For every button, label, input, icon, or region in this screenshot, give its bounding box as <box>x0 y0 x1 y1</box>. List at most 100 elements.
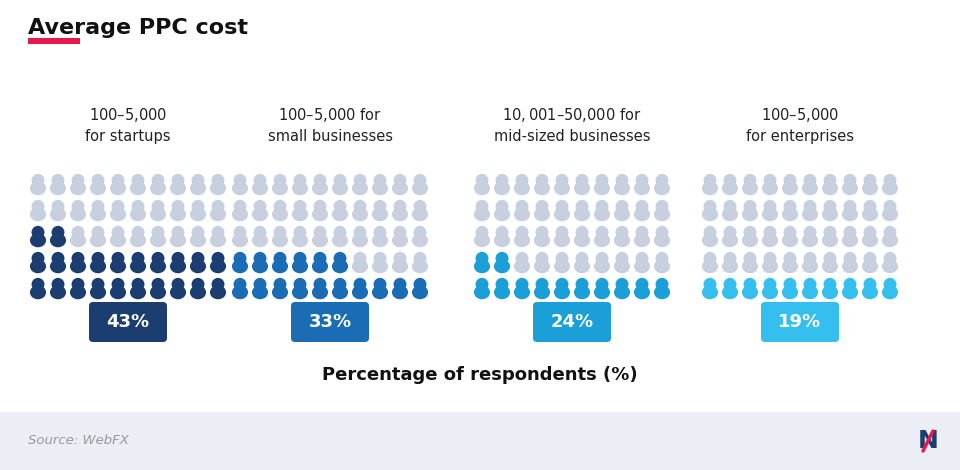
Circle shape <box>705 252 716 264</box>
Circle shape <box>294 227 305 238</box>
Circle shape <box>616 227 628 238</box>
Circle shape <box>596 201 608 212</box>
Ellipse shape <box>555 208 569 220</box>
Circle shape <box>636 201 648 212</box>
Circle shape <box>724 201 735 212</box>
Text: Source: WebFX: Source: WebFX <box>28 434 129 447</box>
Circle shape <box>496 174 508 186</box>
Circle shape <box>52 252 63 264</box>
Circle shape <box>744 174 756 186</box>
Ellipse shape <box>171 260 185 273</box>
Ellipse shape <box>863 182 877 195</box>
Ellipse shape <box>31 182 45 195</box>
Ellipse shape <box>803 260 817 273</box>
Circle shape <box>294 279 305 290</box>
Ellipse shape <box>703 182 717 195</box>
Circle shape <box>784 174 796 186</box>
Ellipse shape <box>71 208 85 220</box>
Circle shape <box>764 174 776 186</box>
Circle shape <box>192 227 204 238</box>
Ellipse shape <box>110 182 126 195</box>
Ellipse shape <box>352 234 368 247</box>
Ellipse shape <box>293 182 307 195</box>
Circle shape <box>657 252 668 264</box>
Circle shape <box>192 174 204 186</box>
Ellipse shape <box>413 286 427 298</box>
Circle shape <box>33 227 44 238</box>
Circle shape <box>537 174 548 186</box>
Ellipse shape <box>494 182 510 195</box>
Circle shape <box>724 174 735 186</box>
Ellipse shape <box>171 208 185 220</box>
Ellipse shape <box>882 234 898 247</box>
FancyBboxPatch shape <box>761 302 839 342</box>
Circle shape <box>844 174 855 186</box>
Ellipse shape <box>171 286 185 298</box>
Circle shape <box>172 252 183 264</box>
Circle shape <box>212 227 224 238</box>
Ellipse shape <box>594 260 610 273</box>
Circle shape <box>636 227 648 238</box>
Ellipse shape <box>210 260 226 273</box>
Ellipse shape <box>293 260 307 273</box>
Circle shape <box>616 201 628 212</box>
Circle shape <box>33 279 44 290</box>
Ellipse shape <box>614 208 630 220</box>
Circle shape <box>374 252 386 264</box>
Circle shape <box>395 174 406 186</box>
Ellipse shape <box>171 234 185 247</box>
Circle shape <box>516 279 528 290</box>
Circle shape <box>212 174 224 186</box>
Ellipse shape <box>90 234 106 247</box>
Circle shape <box>52 279 63 290</box>
Circle shape <box>804 201 816 212</box>
Circle shape <box>234 252 246 264</box>
Circle shape <box>212 201 224 212</box>
Ellipse shape <box>515 208 529 220</box>
Ellipse shape <box>191 208 205 220</box>
Ellipse shape <box>51 182 65 195</box>
Ellipse shape <box>51 286 65 298</box>
Circle shape <box>415 279 426 290</box>
Circle shape <box>764 279 776 290</box>
Circle shape <box>804 252 816 264</box>
Ellipse shape <box>413 182 427 195</box>
Circle shape <box>374 174 386 186</box>
Ellipse shape <box>352 208 368 220</box>
Text: 43%: 43% <box>107 313 150 331</box>
Ellipse shape <box>191 182 205 195</box>
Text: $100–$5,000 for
small businesses: $100–$5,000 for small businesses <box>268 106 393 144</box>
Circle shape <box>496 279 508 290</box>
Circle shape <box>192 201 204 212</box>
Ellipse shape <box>372 182 388 195</box>
Ellipse shape <box>823 208 837 220</box>
Circle shape <box>153 174 164 186</box>
Ellipse shape <box>555 234 569 247</box>
Circle shape <box>744 279 756 290</box>
Ellipse shape <box>332 182 348 195</box>
Ellipse shape <box>293 234 307 247</box>
Circle shape <box>92 174 104 186</box>
Ellipse shape <box>332 234 348 247</box>
Ellipse shape <box>635 286 649 298</box>
Circle shape <box>825 174 836 186</box>
Text: N: N <box>918 429 939 453</box>
Circle shape <box>636 174 648 186</box>
Circle shape <box>724 227 735 238</box>
Ellipse shape <box>151 182 165 195</box>
Circle shape <box>724 279 735 290</box>
Ellipse shape <box>273 260 287 273</box>
Circle shape <box>275 252 286 264</box>
Ellipse shape <box>191 260 205 273</box>
Circle shape <box>234 227 246 238</box>
Ellipse shape <box>803 208 817 220</box>
Circle shape <box>395 279 406 290</box>
Ellipse shape <box>372 286 388 298</box>
Circle shape <box>516 201 528 212</box>
Circle shape <box>33 201 44 212</box>
Circle shape <box>92 279 104 290</box>
Text: 24%: 24% <box>550 313 593 331</box>
Circle shape <box>804 174 816 186</box>
Ellipse shape <box>762 286 778 298</box>
Circle shape <box>172 227 183 238</box>
